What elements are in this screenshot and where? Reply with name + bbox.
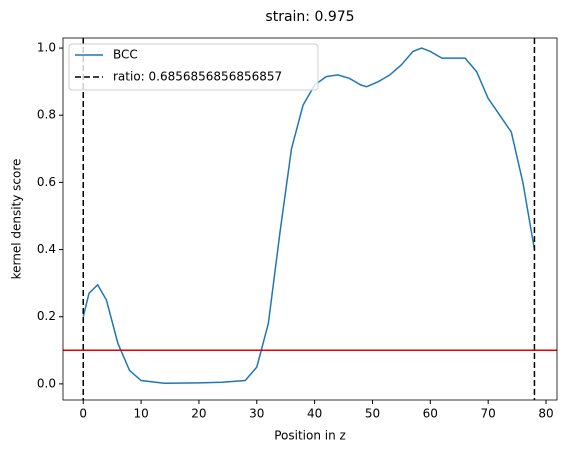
x-tick-label: 70 (481, 407, 496, 421)
line (82, 47, 536, 384)
y-tick-label: 0.0 (37, 376, 56, 390)
x-tick-label: 20 (191, 407, 206, 421)
x-tick-label: 40 (307, 407, 322, 421)
x-tick-label: 10 (133, 407, 148, 421)
chart-title: strain: 0.975 (265, 9, 354, 25)
y-tick-label: 0.2 (37, 309, 56, 323)
plot-frame (62, 37, 558, 401)
y-tick-label: 0.8 (37, 108, 56, 122)
x-tick-label: 30 (249, 407, 264, 421)
y-tick-label: 1.0 (37, 41, 56, 55)
y-tick-label: 0.6 (37, 175, 56, 189)
legend-label: ratio: 0.6856856856856857 (113, 70, 282, 84)
x-tick-label: 0 (79, 407, 87, 421)
legend-label: BCC (113, 48, 138, 62)
x-tick-label: 50 (365, 407, 380, 421)
x-tick-label: 60 (423, 407, 438, 421)
x-tick-label: 80 (538, 407, 553, 421)
y-axis-label: kernel density score (10, 159, 24, 280)
y-tick-label: 0.4 (37, 242, 56, 256)
x-axis-label: Position in z (274, 429, 346, 443)
legend-box (68, 43, 319, 91)
